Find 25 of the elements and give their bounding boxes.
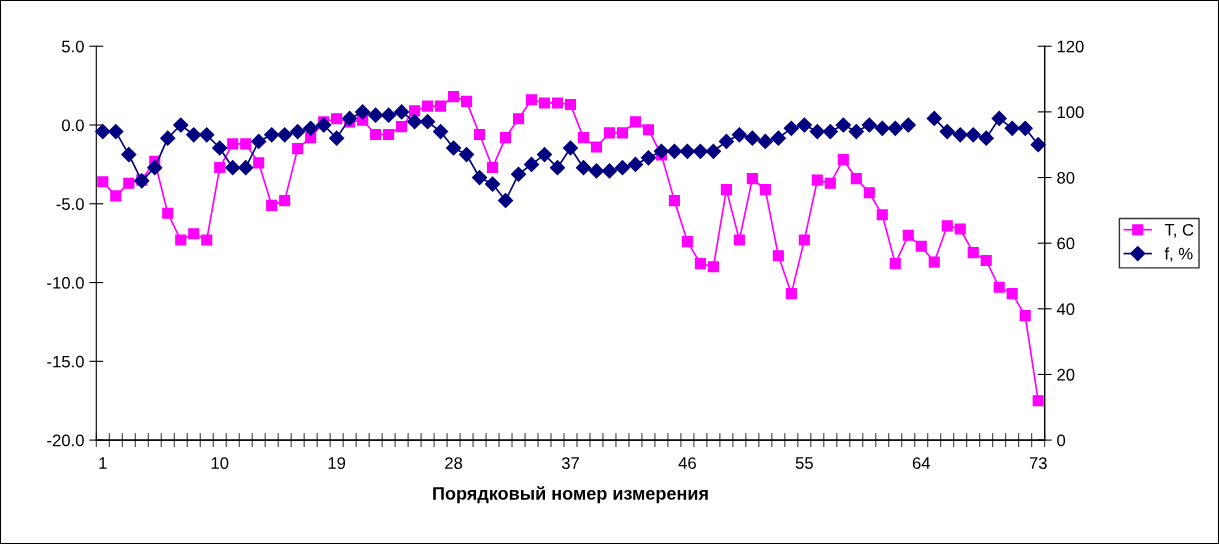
y2-tick-label: 80	[1057, 171, 1075, 184]
y2-tick-label: 60	[1057, 237, 1075, 250]
y-tick-label: 0.0	[61, 119, 84, 132]
x-tick-label: 73	[1029, 457, 1047, 469]
x-tick-label: 28	[445, 457, 463, 469]
x-axis-title: Порядковый номер измерения	[433, 486, 708, 504]
y2-tick-label: 40	[1056, 303, 1075, 316]
y2-tick-label: 100	[1057, 106, 1084, 119]
x-tick-label: 37	[561, 457, 579, 469]
y2-tick-label: 0	[1057, 434, 1066, 447]
y-tick-label: 5.0	[62, 40, 84, 53]
x-tick-label: 64	[912, 457, 931, 469]
y2-tick-label: 120	[1057, 40, 1084, 53]
y-tick-label: -20.0	[47, 434, 84, 447]
x-tick-label: 10	[211, 457, 229, 469]
x-tick-label: 55	[795, 457, 813, 469]
x-tick-label: 46	[678, 457, 696, 469]
x-tick-label: 19	[328, 457, 346, 469]
y2-tick-label: 20	[1057, 368, 1075, 381]
legend-label: T, C	[1164, 223, 1194, 238]
y-tick-label: -5.0	[56, 198, 84, 210]
y-tick-label: -10.0	[47, 276, 84, 289]
x-tick-label: 1	[99, 457, 107, 469]
y-tick-label: -15.0	[47, 355, 84, 368]
legend-label: f, %	[1164, 247, 1193, 262]
